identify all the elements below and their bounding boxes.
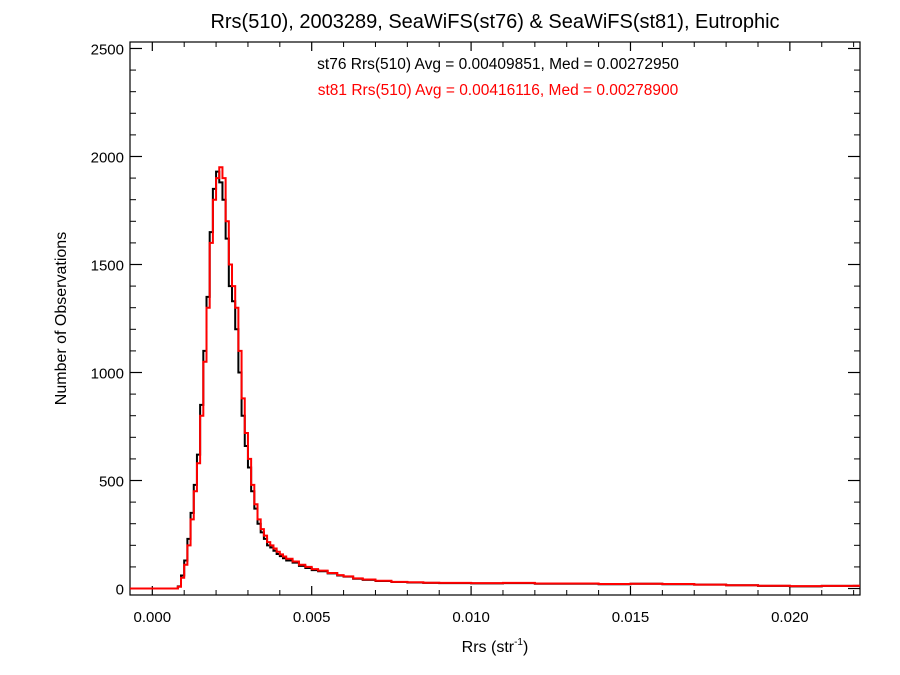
x-tick-label: 0.010 xyxy=(452,609,490,626)
x-axis-label-close: ) xyxy=(523,639,528,656)
y-tick-label: 1500 xyxy=(91,257,124,274)
series-line-st81 xyxy=(130,166,860,590)
y-tick-label: 2000 xyxy=(91,149,124,166)
y-tick-label: 0 xyxy=(116,582,124,599)
y-tick-label: 1000 xyxy=(91,366,124,383)
x-axis-label-superscript: -1 xyxy=(514,637,523,648)
y-axis-label: Number of Observations xyxy=(53,232,70,405)
x-tick-label: 0.005 xyxy=(293,609,331,626)
x-axis-label: Rrs (str-1) xyxy=(462,637,529,656)
y-axis-ticks: 0 500 1000 1500 2000 2500 xyxy=(91,41,860,599)
x-tick-label: 0.015 xyxy=(612,609,650,626)
annotation-st76-stats: st76 Rrs(510) Avg = 0.00409851, Med = 0.… xyxy=(317,56,679,73)
y-tick-label: 2500 xyxy=(91,41,124,58)
x-tick-label: 0.000 xyxy=(134,609,172,626)
annotation-layer: st76 Rrs(510) Avg = 0.00409851, Med = 0.… xyxy=(317,56,679,99)
chart-title: Rrs(510), 2003289, SeaWiFS(st76) & SeaWi… xyxy=(210,11,779,33)
plot-frame xyxy=(129,41,861,596)
annotation-st81-stats: st81 Rrs(510) Avg = 0.00416116, Med = 0.… xyxy=(318,82,679,99)
series-layer xyxy=(130,166,860,590)
x-axis-ticks: 0.000 0.005 0.010 0.015 0.020 xyxy=(134,42,855,626)
x-tick-label: 0.020 xyxy=(771,609,809,626)
series-line-st76 xyxy=(130,170,860,590)
y-tick-label: 500 xyxy=(99,474,124,491)
x-axis-label-main: Rrs (str xyxy=(462,639,515,656)
